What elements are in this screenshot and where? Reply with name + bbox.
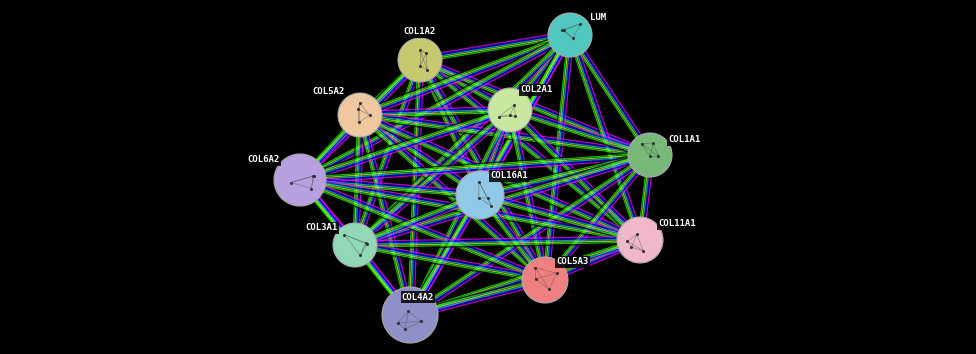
- Circle shape: [617, 217, 663, 263]
- Text: COL16A1: COL16A1: [490, 171, 528, 181]
- Circle shape: [398, 38, 442, 82]
- Circle shape: [274, 154, 326, 206]
- Text: COL5A3: COL5A3: [556, 257, 589, 267]
- Circle shape: [522, 257, 568, 303]
- Circle shape: [338, 93, 382, 137]
- Circle shape: [488, 88, 532, 132]
- Text: COL11A1: COL11A1: [658, 219, 696, 228]
- Text: LUM: LUM: [590, 13, 606, 23]
- Circle shape: [333, 223, 377, 267]
- Text: COL2A1: COL2A1: [520, 86, 552, 95]
- Circle shape: [382, 287, 438, 343]
- Circle shape: [456, 171, 504, 219]
- Text: COL1A2: COL1A2: [404, 28, 436, 36]
- Text: COL1A1: COL1A1: [668, 136, 700, 144]
- Text: COL6A2: COL6A2: [248, 155, 280, 165]
- Text: COL3A1: COL3A1: [305, 223, 338, 233]
- Text: COL5A2: COL5A2: [312, 87, 345, 97]
- Circle shape: [548, 13, 592, 57]
- Text: COL4A2: COL4A2: [402, 292, 434, 302]
- Circle shape: [628, 133, 672, 177]
